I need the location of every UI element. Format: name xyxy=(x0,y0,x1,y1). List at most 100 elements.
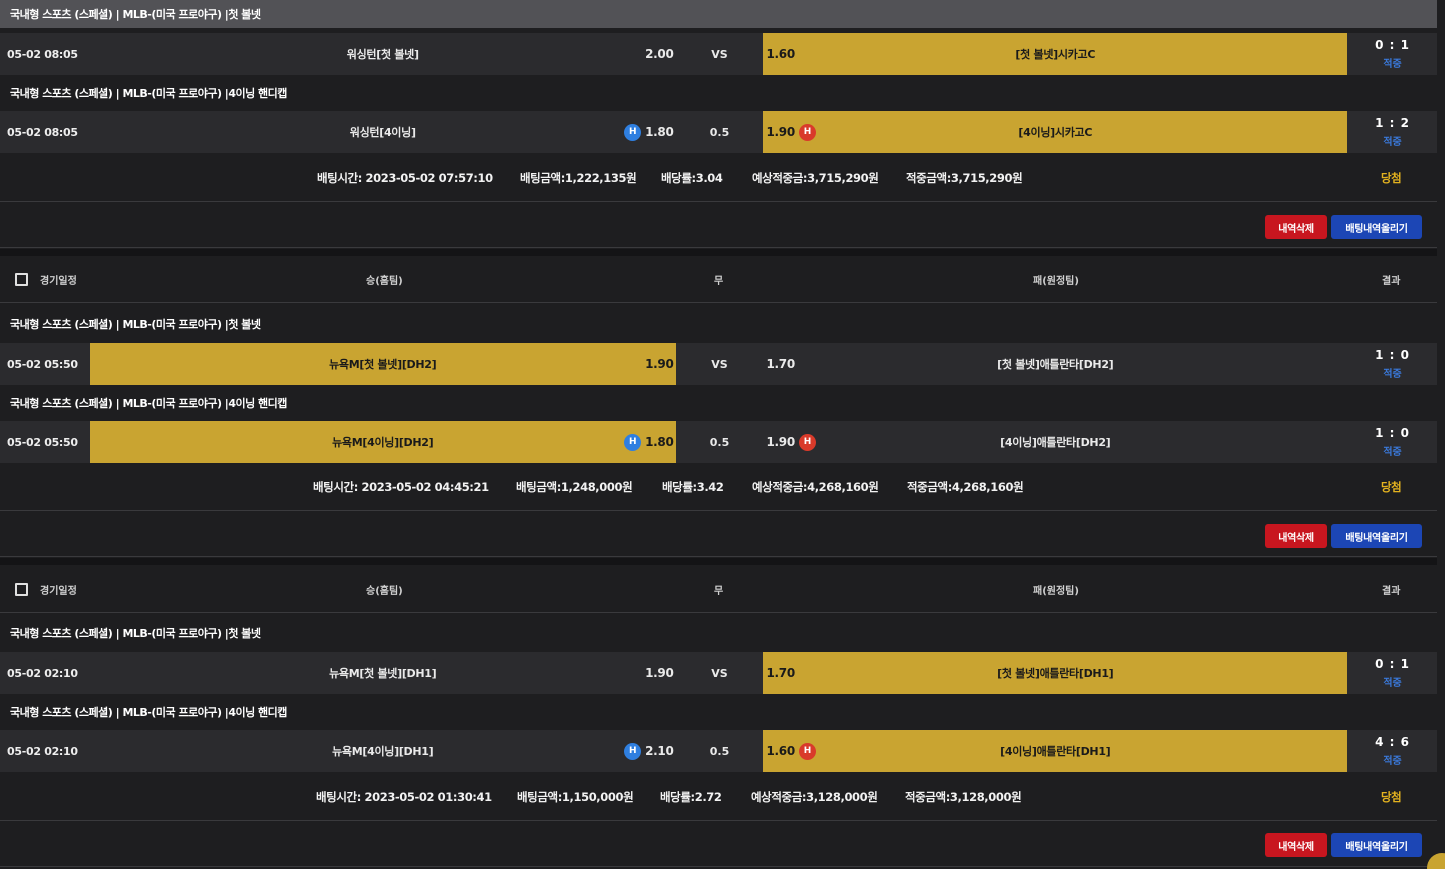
away-team-name: [첫 볼넷]시카고C xyxy=(1015,48,1096,61)
away-odds: 1.60 xyxy=(766,744,795,758)
away-odds: 1.90 xyxy=(766,435,795,449)
match-date: 05-02 08:05 xyxy=(7,125,78,139)
away-team-name: [첫 볼넷]애틀란타[DH2] xyxy=(997,358,1114,371)
away-pick[interactable]: 1.90 H [4이닝]시카고C xyxy=(763,111,1348,153)
bet-summary: 배팅시간: 2023-05-02 04:45:21 배팅금액:1,248,000… xyxy=(0,463,1437,511)
handicap-home-icon: H xyxy=(624,742,642,760)
bet-summary: 배팅시간: 2023-05-02 01:30:41 배팅금액:1,150,000… xyxy=(0,773,1437,821)
home-odds: 2.10 xyxy=(645,744,674,758)
header-draw: 무 xyxy=(714,586,724,597)
away-pick[interactable]: 1.60 H [4이닝]애틀란타[DH1] xyxy=(763,730,1348,772)
home-odds: 1.90 xyxy=(645,357,674,371)
score: 0 : 1 xyxy=(1375,38,1410,52)
away-pick[interactable]: 1.70 [첫 볼넷]애틀란타[DH1] xyxy=(763,652,1348,694)
home-pick[interactable]: 뉴욕M[첫 볼넷][DH2] 1.90 xyxy=(89,343,676,385)
away-pick[interactable]: 1.90 H [4이닝]애틀란타[DH2] xyxy=(763,421,1348,463)
result-cell: 4 : 6 적중 xyxy=(1348,730,1437,772)
home-pick[interactable]: 뉴욕M[4이닝][DH2] H 1.80 xyxy=(89,421,676,463)
draw-pick[interactable]: 0.5 xyxy=(676,421,763,463)
bet-amount: 배팅금액:1,150,000원 xyxy=(517,789,634,804)
bet-amount: 배팅금액:1,248,000원 xyxy=(516,479,633,494)
result-cell: 1 : 0 적중 xyxy=(1348,421,1437,463)
away-pick[interactable]: 1.60 [첫 볼넷]시카고C xyxy=(763,33,1348,75)
league-title: 국내형 스포츠 (스페셜) | MLB-(미국 프로야구) |첫 볼넷 xyxy=(0,0,1437,28)
score: 1 : 2 xyxy=(1375,116,1410,130)
table-header: 경기일정 승(홈팀) 무 패(원정팀) 결과 xyxy=(0,256,1437,303)
select-all-checkbox[interactable] xyxy=(15,583,28,596)
result-cell: 1 : 0 적중 xyxy=(1348,343,1437,385)
bet-summary: 배팅시간: 2023-05-02 07:57:10 배팅금액:1,222,135… xyxy=(0,154,1437,202)
result-cell: 0 : 1 적중 xyxy=(1348,33,1437,75)
match-date: 05-02 08:05 xyxy=(7,47,78,61)
home-team-name: 뉴욕M[4이닝][DH1] xyxy=(332,745,434,758)
won-amount: 적중금액:4,268,160원 xyxy=(907,479,1024,494)
bet-row: 05-02 02:10 뉴욕M[첫 볼넷][DH1] 1.90 VS 1.70 … xyxy=(0,652,1437,694)
header-home: 승(홈팀) xyxy=(366,276,403,287)
bet-row: 05-02 05:50 뉴욕M[4이닝][DH2] H 1.80 0.5 1.9… xyxy=(0,421,1437,463)
away-pick[interactable]: 1.70 [첫 볼넷]애틀란타[DH2] xyxy=(763,343,1348,385)
header-home: 승(홈팀) xyxy=(366,586,403,597)
home-team-name: 뉴욕M[4이닝][DH2] xyxy=(332,436,434,449)
home-pick[interactable]: 워싱턴[첫 볼넷] 2.00 xyxy=(89,33,676,75)
bet-row: 05-02 08:05 워싱턴[첫 볼넷] 2.00 VS 1.60 [첫 볼넷… xyxy=(0,33,1437,75)
bet-row: 05-02 02:10 뉴욕M[4이닝][DH1] H 2.10 0.5 1.6… xyxy=(0,730,1437,772)
league-title: 국내형 스포츠 (스페셜) | MLB-(미국 프로야구) |4이닝 핸디캡 xyxy=(0,75,1437,111)
away-odds: 1.70 xyxy=(766,666,795,680)
result-badge: 당첨 xyxy=(1381,789,1402,804)
upload-history-button[interactable]: 배팅내역올리기 xyxy=(1331,215,1422,239)
status-text: 적중 xyxy=(1383,447,1402,458)
bet-row: 05-02 08:05 워싱턴[4이닝] H 1.80 0.5 1.90 H [… xyxy=(0,111,1437,153)
draw-pick[interactable]: 0.5 xyxy=(676,730,763,772)
bet-time: 배팅시간: 2023-05-02 01:30:41 xyxy=(316,789,492,804)
delete-history-button[interactable]: 내역삭제 xyxy=(1265,524,1327,548)
draw-value: 0.5 xyxy=(709,744,730,758)
league-title: 국내형 스포츠 (스페셜) | MLB-(미국 프로야구) |첫 볼넷 xyxy=(0,306,1437,342)
draw-pick[interactable]: VS xyxy=(676,343,763,385)
home-pick[interactable]: 뉴욕M[첫 볼넷][DH1] 1.90 xyxy=(89,652,676,694)
home-team-name: 워싱턴[첫 볼넷] xyxy=(346,48,419,61)
home-team-name: 뉴욕M[첫 볼넷][DH1] xyxy=(329,667,437,680)
home-odds: 1.80 xyxy=(645,435,674,449)
section-divider xyxy=(0,249,1437,256)
result-cell: 0 : 1 적중 xyxy=(1348,652,1437,694)
draw-pick[interactable]: VS xyxy=(676,33,763,75)
score: 4 : 6 xyxy=(1375,735,1410,749)
delete-history-button[interactable]: 내역삭제 xyxy=(1265,215,1327,239)
floating-action-button[interactable] xyxy=(1427,853,1445,869)
league-title: 국내형 스포츠 (스페셜) | MLB-(미국 프로야구) |첫 볼넷 xyxy=(0,615,1437,651)
upload-history-button[interactable]: 배팅내역올리기 xyxy=(1331,524,1422,548)
bet-time: 배팅시간: 2023-05-02 07:57:10 xyxy=(317,170,493,185)
upload-history-button[interactable]: 배팅내역올리기 xyxy=(1331,833,1422,857)
bet-actions: 내역삭제 배팅내역올리기 xyxy=(0,511,1437,557)
draw-value: VS xyxy=(711,47,728,61)
section-divider xyxy=(0,558,1437,565)
status-text: 적중 xyxy=(1383,59,1402,70)
handicap-home-icon: H xyxy=(624,433,642,451)
away-team-name: [4이닝]애틀란타[DH1] xyxy=(1000,745,1111,758)
delete-history-button[interactable]: 내역삭제 xyxy=(1265,833,1327,857)
bet-row: 05-02 05:50 뉴욕M[첫 볼넷][DH2] 1.90 VS 1.70 … xyxy=(0,343,1437,385)
away-team-name: [4이닝]시카고C xyxy=(1018,126,1093,139)
header-date: 경기일정 xyxy=(40,586,77,597)
away-team-name: [첫 볼넷]애틀란타[DH1] xyxy=(997,667,1114,680)
handicap-away-icon: H xyxy=(798,433,816,451)
handicap-away-icon: H xyxy=(798,742,816,760)
result-badge: 당첨 xyxy=(1381,170,1402,185)
bet-actions: 내역삭제 배팅내역올리기 xyxy=(0,821,1437,867)
draw-pick[interactable]: VS xyxy=(676,652,763,694)
status-text: 적중 xyxy=(1383,756,1402,767)
header-away: 패(원정팀) xyxy=(1033,586,1079,597)
league-title: 국내형 스포츠 (스페셜) | MLB-(미국 프로야구) |4이닝 핸디캡 xyxy=(0,694,1437,730)
select-all-checkbox[interactable] xyxy=(15,273,28,286)
draw-pick[interactable]: 0.5 xyxy=(676,111,763,153)
home-team-name: 워싱턴[4이닝] xyxy=(349,126,416,139)
bet-actions: 내역삭제 배팅내역올리기 xyxy=(0,202,1437,248)
away-odds: 1.90 xyxy=(766,125,795,139)
total-odds: 배당률:3.42 xyxy=(662,479,724,494)
home-pick[interactable]: 뉴욕M[4이닝][DH1] H 2.10 xyxy=(89,730,676,772)
score: 1 : 0 xyxy=(1375,426,1410,440)
match-date: 05-02 05:50 xyxy=(7,357,78,371)
draw-value: 0.5 xyxy=(709,125,730,139)
home-pick[interactable]: 워싱턴[4이닝] H 1.80 xyxy=(89,111,676,153)
away-odds: 1.60 xyxy=(766,47,795,61)
